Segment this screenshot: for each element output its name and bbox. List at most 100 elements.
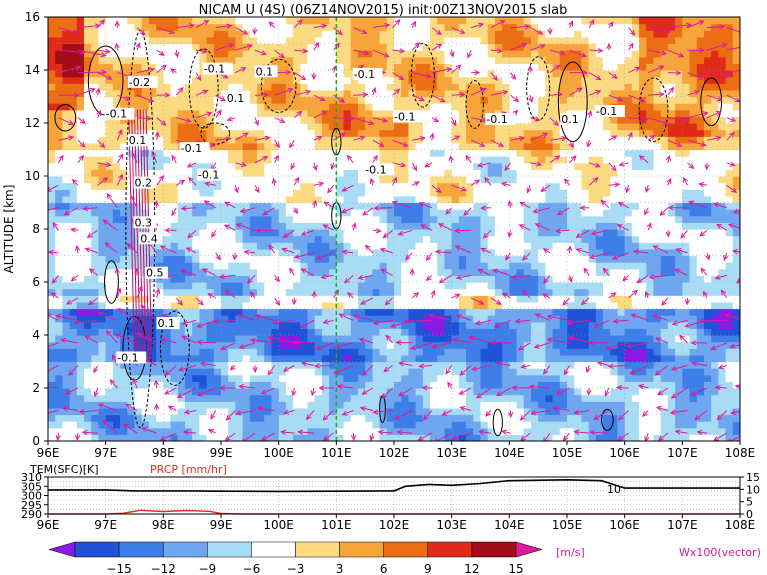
shade-cell [184, 63, 193, 71]
shade-cell [163, 308, 172, 316]
shade-cell [567, 354, 575, 363]
shade-cell [343, 328, 352, 336]
shade-cell [588, 176, 597, 184]
shade-cell [545, 123, 554, 131]
shade-cell [199, 341, 208, 349]
shade-cell [372, 275, 381, 283]
shade-cell [55, 427, 64, 435]
shade-cell [480, 421, 489, 429]
shade-cell [278, 36, 287, 45]
shade-cell [516, 348, 525, 356]
shade-cell [408, 209, 417, 217]
shade-cell [192, 123, 200, 131]
shade-cell [76, 215, 85, 223]
shade-cell [386, 129, 395, 137]
shade-cell [285, 262, 294, 270]
shade-cell [69, 242, 78, 250]
shade-cell [502, 335, 510, 343]
shade-cell [213, 268, 222, 276]
shade-cell [221, 142, 229, 151]
shade-cell [91, 17, 100, 25]
shade-cell [199, 209, 208, 217]
shade-cell [530, 96, 539, 104]
shade-cell [357, 50, 366, 58]
shade-cell [307, 209, 316, 217]
shade-cell [199, 275, 208, 283]
shade-cell [321, 202, 330, 210]
shade-cell [437, 407, 446, 416]
shade-cell [192, 368, 200, 376]
shade-cell [509, 368, 518, 376]
shade-cell [545, 341, 554, 349]
shade-cell [357, 295, 366, 303]
shade-cell [278, 407, 287, 416]
shade-cell [69, 262, 78, 270]
shade-cell [213, 103, 222, 111]
shade-cell [55, 209, 64, 217]
shade-cell [588, 401, 597, 409]
shade-cell [516, 308, 525, 316]
shade-cell [120, 374, 128, 382]
shade-cell [141, 50, 150, 58]
shade-cell [365, 202, 373, 210]
shade-cell [48, 315, 56, 323]
shade-cell [336, 96, 345, 104]
shade-cell [249, 434, 258, 441]
shade-cell [530, 262, 539, 270]
shade-cell [581, 315, 590, 323]
shade-cell [458, 295, 467, 303]
shade-cell [350, 288, 359, 296]
shade-cell [278, 30, 287, 38]
shade-cell [336, 169, 345, 177]
shade-cell [574, 414, 583, 422]
shade-cell [509, 421, 518, 429]
shade-cell [458, 288, 467, 296]
shade-cell [293, 129, 301, 137]
shade-cell [487, 162, 496, 170]
shade-cell [437, 50, 446, 58]
shade-cell [127, 268, 136, 276]
shade-cell [487, 202, 496, 210]
shade-cell [372, 282, 381, 290]
shade-cell [84, 103, 92, 111]
shade-cell [163, 262, 172, 270]
shade-cell [494, 255, 503, 263]
shade-cell [257, 129, 265, 137]
shade-cell [156, 70, 164, 78]
shade-cell [127, 421, 136, 429]
shade-cell [120, 268, 128, 276]
shade-cell [451, 96, 460, 104]
shade-cell [516, 142, 525, 151]
shade-cell [105, 123, 114, 131]
shade-cell [415, 136, 424, 144]
shade-cell [257, 255, 265, 263]
shade-cell [422, 295, 431, 303]
shade-cell [62, 248, 71, 257]
shade-cell [278, 268, 287, 276]
shade-cell [170, 162, 179, 170]
shade-cell [199, 17, 208, 25]
shade-cell [343, 407, 352, 416]
shade-cell [206, 421, 215, 429]
shade-cell [422, 262, 431, 270]
shade-cell [213, 56, 222, 64]
shade-cell [76, 348, 85, 356]
shade-cell [120, 341, 128, 349]
shade-cell [473, 427, 482, 435]
shade-cell [278, 275, 287, 283]
shade-cell [487, 156, 496, 164]
shade-cell [69, 368, 78, 376]
shade-cell [293, 434, 301, 441]
shade-cell [55, 70, 64, 78]
shade-cell [163, 182, 172, 190]
shade-cell [502, 268, 510, 276]
shade-cell [466, 335, 474, 343]
shade-cell [451, 162, 460, 170]
shade-cell [184, 335, 193, 343]
shade-cell [350, 242, 359, 250]
shade-cell [357, 434, 366, 441]
shade-cell [127, 248, 136, 257]
shade-cell [357, 308, 366, 316]
shade-cell [206, 50, 215, 58]
shade-cell [451, 394, 460, 402]
